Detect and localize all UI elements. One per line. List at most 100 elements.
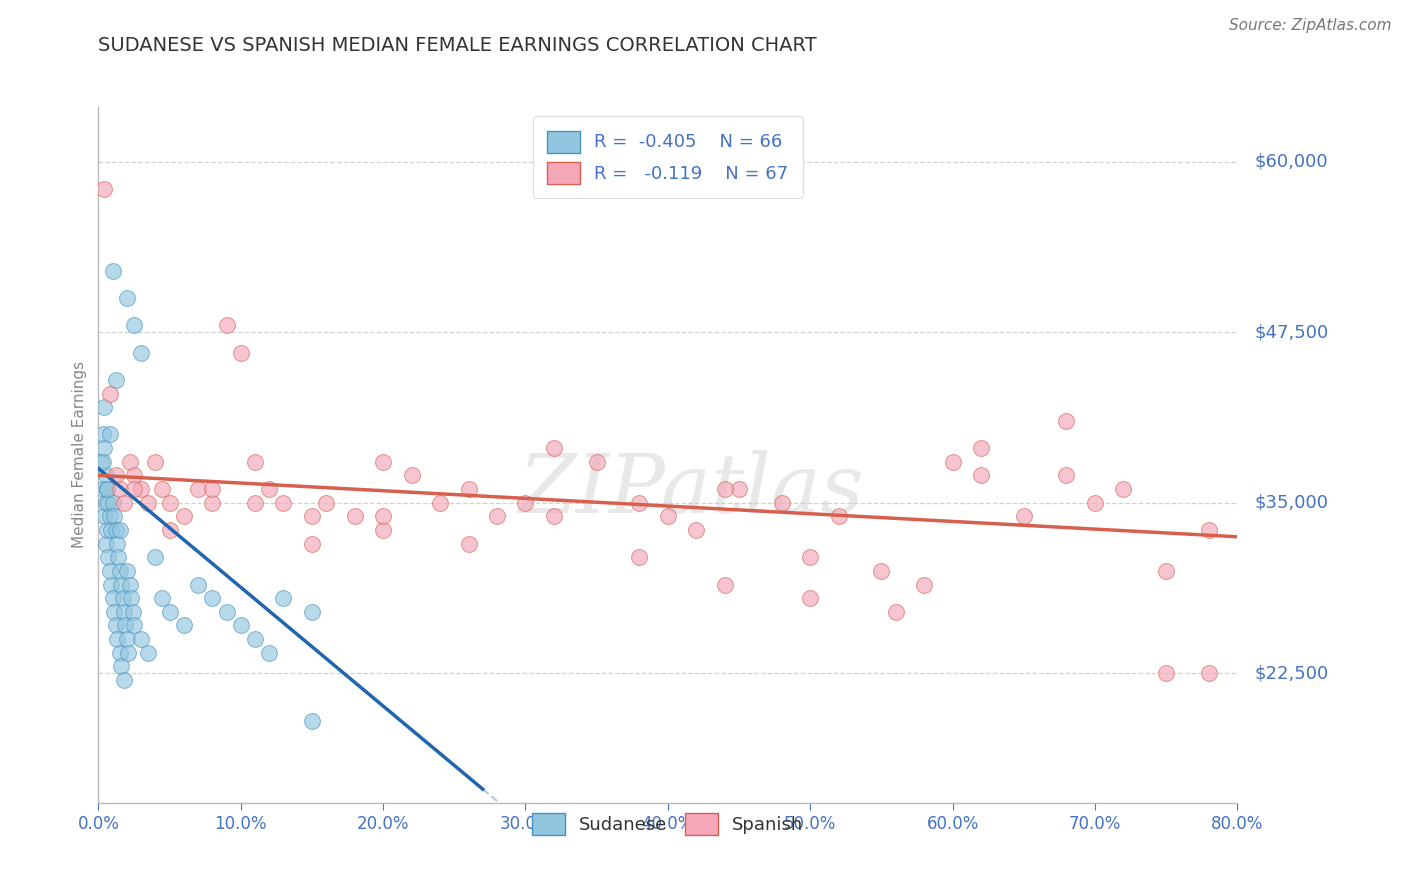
Point (100, 577, 122, 591)
Point (884, 605, 907, 619)
Point (457, 536, 479, 550)
Point (104, 523, 127, 537)
Point (98, 386, 121, 401)
Point (121, 605, 143, 619)
Point (103, 605, 125, 619)
Point (301, 509, 323, 524)
Point (97, 496, 120, 510)
Point (104, 618, 127, 632)
Point (628, 550, 651, 565)
Text: $60,000: $60,000 (1254, 153, 1329, 170)
Legend: Sudanese, Spanish: Sudanese, Spanish (524, 806, 811, 842)
Point (115, 632, 138, 646)
Point (799, 550, 821, 565)
Point (486, 509, 509, 524)
Point (129, 482, 152, 496)
Point (1198, 523, 1220, 537)
Point (108, 523, 131, 537)
Point (770, 496, 793, 510)
Point (112, 605, 135, 619)
Point (112, 496, 135, 510)
Point (1012, 509, 1035, 524)
Point (685, 523, 707, 537)
Point (101, 264, 124, 278)
Point (117, 646, 139, 660)
Point (373, 509, 395, 524)
Point (104, 468, 127, 483)
Point (373, 455, 395, 469)
Point (118, 455, 141, 469)
Point (187, 482, 209, 496)
Point (101, 496, 124, 510)
Text: $35,000: $35,000 (1254, 493, 1329, 512)
Point (93, 441, 115, 455)
Text: ZIPatlas: ZIPatlas (517, 450, 863, 530)
Point (457, 482, 479, 496)
Point (243, 496, 266, 510)
Point (93, 400, 115, 414)
Point (111, 591, 134, 606)
Point (104, 373, 127, 387)
Point (120, 591, 142, 606)
Point (1056, 468, 1078, 483)
Point (401, 468, 423, 483)
Point (91, 455, 114, 469)
Point (1112, 482, 1135, 496)
Point (136, 496, 159, 510)
Point (243, 632, 266, 646)
Point (273, 591, 295, 606)
Text: $47,500: $47,500 (1254, 323, 1329, 341)
Point (215, 318, 238, 333)
Point (94, 536, 117, 550)
Point (98, 427, 121, 442)
Point (515, 496, 537, 510)
Point (1198, 666, 1220, 681)
Point (129, 632, 152, 646)
Point (110, 659, 132, 673)
Point (1056, 414, 1078, 428)
Point (728, 482, 751, 496)
Point (159, 523, 181, 537)
Point (585, 455, 607, 469)
Point (136, 646, 159, 660)
Point (96, 482, 118, 496)
Point (94, 496, 117, 510)
Point (259, 646, 281, 660)
Point (93, 509, 115, 524)
Point (942, 455, 965, 469)
Point (96, 482, 118, 496)
Point (105, 536, 128, 550)
Point (215, 605, 238, 619)
Point (159, 605, 181, 619)
Text: SUDANESE VS SPANISH MEDIAN FEMALE EARNINGS CORRELATION CHART: SUDANESE VS SPANISH MEDIAN FEMALE EARNIN… (98, 36, 817, 54)
Point (129, 345, 152, 359)
Y-axis label: Median Female Earnings: Median Female Earnings (72, 361, 87, 549)
Point (97, 550, 120, 565)
Point (301, 605, 323, 619)
Point (105, 632, 128, 646)
Point (343, 509, 366, 524)
Point (273, 496, 295, 510)
Point (91, 427, 114, 442)
Point (145, 455, 167, 469)
Point (657, 509, 679, 524)
Point (98, 509, 121, 524)
Point (159, 496, 181, 510)
Point (259, 482, 281, 496)
Point (229, 345, 252, 359)
Point (243, 455, 266, 469)
Point (173, 618, 195, 632)
Point (112, 673, 135, 687)
Point (94, 468, 117, 483)
Point (122, 318, 145, 333)
Point (114, 618, 136, 632)
Point (714, 482, 737, 496)
Point (714, 577, 737, 591)
Point (201, 496, 224, 510)
Point (970, 468, 993, 483)
Point (122, 482, 145, 496)
Point (429, 496, 451, 510)
Point (93, 182, 115, 196)
Point (201, 482, 224, 496)
Point (101, 591, 124, 606)
